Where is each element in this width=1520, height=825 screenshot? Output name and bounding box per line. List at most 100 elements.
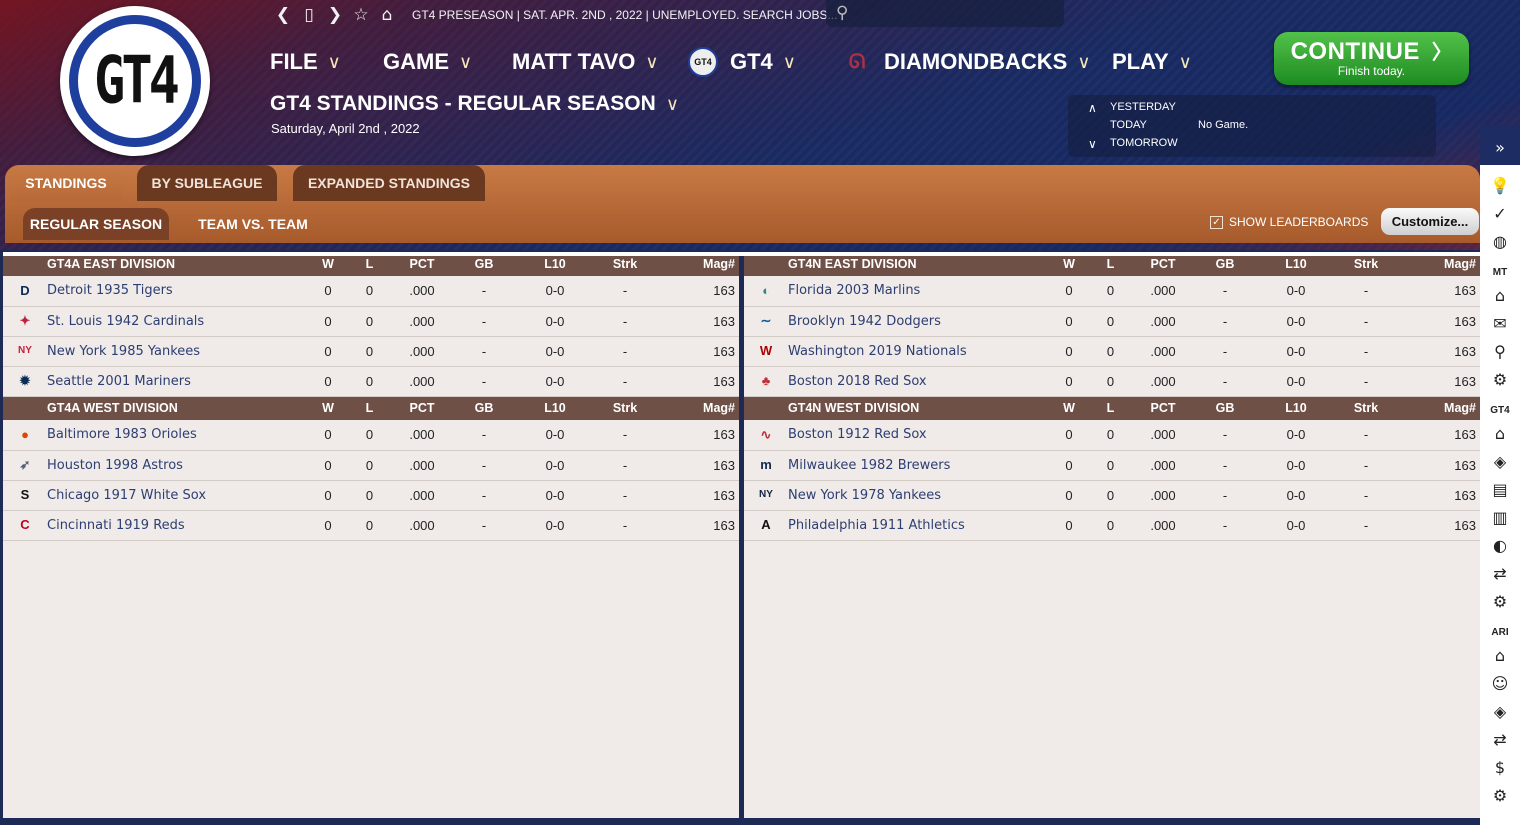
search-icon[interactable]: ⚲ [1494,342,1506,361]
table-row[interactable]: D Detroit 1935 Tigers 0 0.000-0-0-163 [3,276,739,307]
col-w-header[interactable]: W [308,252,348,276]
table-row[interactable]: ◐ Florida 2003 Marlins 0 0.000-0-0-163 [744,276,1480,307]
team-name-link[interactable]: Boston 2018 Red Sox [788,366,1049,397]
league-logo[interactable]: GT4 [60,6,210,156]
team-name-link[interactable]: Philadelphia 1911 Athletics [788,510,1049,541]
col-mag-header[interactable]: Mag# [1396,396,1480,420]
menu-play[interactable]: PLAY ∨ [1112,49,1192,74]
check-icon[interactable]: ✓ [1493,204,1507,223]
table-row[interactable]: A Philadelphia 1911 Athletics 0 0.000-0-0-1… [744,510,1480,541]
dollar-icon[interactable]: $ [1494,758,1506,777]
mail-icon[interactable]: ✉ [1493,314,1507,333]
team-name-link[interactable]: Florida 2003 Marlins [788,276,1049,307]
col-gb-header[interactable]: GB [453,252,515,276]
col-l10-header[interactable]: L10 [1256,252,1336,276]
table-row[interactable]: ∼ Brooklyn 1942 Dodgers 0 0.000-0-0-163 [744,306,1480,337]
tab-standings[interactable]: STANDINGS [9,165,123,201]
gear-icon[interactable]: ⚙ [1492,786,1508,805]
col-pct-header[interactable]: PCT [1132,252,1194,276]
menu-league[interactable]: GT4 GT4 ∨ [688,44,796,80]
col-strk-header[interactable]: Strk [1336,396,1396,420]
baseball-icon[interactable]: ◐ [1493,536,1507,555]
team-name-link[interactable]: St. Louis 1942 Cardinals [47,306,308,337]
team-name-link[interactable]: Brooklyn 1942 Dodgers [788,306,1049,337]
trade-icon[interactable]: ⇄ [1493,564,1507,583]
team-name-link[interactable]: Cincinnati 1919 Reds [47,510,308,541]
menu-team[interactable]: ᘏ DIAMONDBACKS ∨ [844,44,1091,80]
col-w-header[interactable]: W [1049,396,1089,420]
checkbox-icon[interactable]: ✓ [1210,215,1223,229]
team-name-link[interactable]: Washington 2019 Nationals [788,336,1049,367]
tomorrow-link[interactable]: TOMORROW [1110,137,1178,149]
continue-button[interactable]: CONTINUE 〉 Finish today. [1274,32,1469,85]
lightbulb-icon[interactable]: 💡 [1490,176,1510,195]
globe-icon[interactable]: ◍ [1493,232,1507,251]
chart-icon[interactable]: ▥ [1492,508,1508,527]
team-name-link[interactable]: Chicago 1917 White Sox [47,480,308,511]
table-row[interactable]: C Cincinnati 1919 Reds 0 0.000-0-0-163 [3,510,739,541]
up-arrow-icon[interactable]: ∧ [1088,101,1097,115]
customize-button[interactable]: Customize... [1381,208,1479,235]
col-gb-header[interactable]: GB [1194,252,1256,276]
table-row[interactable]: ➶ Houston 1998 Astros 0 0.000-0-0-163 [3,450,739,481]
subtab-team-vs-team[interactable]: TEAM VS. TEAM [198,216,308,232]
col-l10-header[interactable]: L10 [1256,396,1336,420]
table-row[interactable]: m Milwaukee 1982 Brewers 0 0.000-0-0-163 [744,450,1480,481]
table-row[interactable]: NY New York 1985 Yankees 0 0.000-0-0-163 [3,336,739,367]
team-name-link[interactable]: Detroit 1935 Tigers [47,276,308,307]
gear-icon[interactable]: ⚙ [1492,592,1508,611]
back-arrow-icon[interactable]: ❮ [275,5,291,25]
team-name-link[interactable]: New York 1978 Yankees [788,480,1049,511]
table-row[interactable]: S Chicago 1917 White Sox 0 0.000-0-0-163 [3,480,739,511]
home-icon[interactable]: ⌂ [381,5,393,25]
gear-icon[interactable]: ⚙ [1492,370,1508,389]
home-icon[interactable]: ⌂ [1494,286,1506,305]
yesterday-link[interactable]: YESTERDAY [1110,101,1176,113]
col-w-header[interactable]: W [308,396,348,420]
search-input[interactable]: ⚲ [826,0,1064,27]
col-mag-header[interactable]: Mag# [1396,252,1480,276]
col-gb-header[interactable]: GB [1194,396,1256,420]
table-row[interactable]: W Washington 2019 Nationals 0 0.000-0-0-163 [744,336,1480,367]
table-row[interactable]: NY New York 1978 Yankees 0 0.000-0-0-163 [744,480,1480,511]
bookmark-icon[interactable]: ▯ [304,5,314,25]
forward-arrow-icon[interactable]: ❯ [327,5,343,25]
table-row[interactable]: ✦ St. Louis 1942 Cardinals 0 0.000-0-0-163 [3,306,739,337]
home-icon[interactable]: ⌂ [1494,424,1506,443]
table-row[interactable]: ✹ Seattle 2001 Mariners 0 0.000-0-0-163 [3,366,739,397]
col-pct-header[interactable]: PCT [1132,396,1194,420]
col-w-header[interactable]: W [1049,252,1089,276]
team-name-link[interactable]: Seattle 2001 Mariners [47,366,308,397]
card-icon[interactable]: ▤ [1492,480,1508,499]
col-l-header[interactable]: L [348,252,391,276]
home-icon[interactable]: ⌂ [1494,646,1506,665]
col-pct-header[interactable]: PCT [391,396,453,420]
players-icon[interactable]: ☺ [1491,674,1509,693]
team-name-link[interactable]: Milwaukee 1982 Brewers [788,450,1049,481]
show-leaderboards-toggle[interactable]: ✓ SHOW LEADERBOARDS [1210,215,1368,229]
subtab-regular-season[interactable]: REGULAR SEASON [23,208,169,240]
trade-icon[interactable]: ⇄ [1493,730,1507,749]
location-icon[interactable]: ◈ [1493,452,1507,471]
team-name-link[interactable]: Houston 1998 Astros [47,450,308,481]
col-l10-header[interactable]: L10 [515,252,595,276]
col-strk-header[interactable]: Strk [595,396,655,420]
table-row[interactable]: ∿ Boston 1912 Red Sox 0 0.000-0-0-163 [744,420,1480,451]
team-name-link[interactable]: New York 1985 Yankees [47,336,308,367]
star-icon[interactable]: ☆ [353,5,369,25]
col-l-header[interactable]: L [348,396,391,420]
col-strk-header[interactable]: Strk [595,252,655,276]
team-name-link[interactable]: Baltimore 1983 Orioles [47,420,308,451]
location-icon[interactable]: ◈ [1493,702,1507,721]
menu-game[interactable]: GAME ∨ [383,49,473,74]
menu-file[interactable]: FILE ∨ [270,49,341,74]
col-gb-header[interactable]: GB [453,396,515,420]
col-l10-header[interactable]: L10 [515,396,595,420]
team-name-link[interactable]: Boston 1912 Red Sox [788,420,1049,451]
table-row[interactable]: ● Baltimore 1983 Orioles 0 0.000-0-0-163 [3,420,739,451]
status-text[interactable]: GT4 PRESEASON | SAT. APR. 2ND , 2022 | U… [412,8,838,22]
menu-manager[interactable]: MATT TAVO ∨ [512,49,659,74]
tab-expanded-standings[interactable]: EXPANDED STANDINGS [293,165,485,201]
col-l-header[interactable]: L [1089,396,1132,420]
col-pct-header[interactable]: PCT [391,252,453,276]
